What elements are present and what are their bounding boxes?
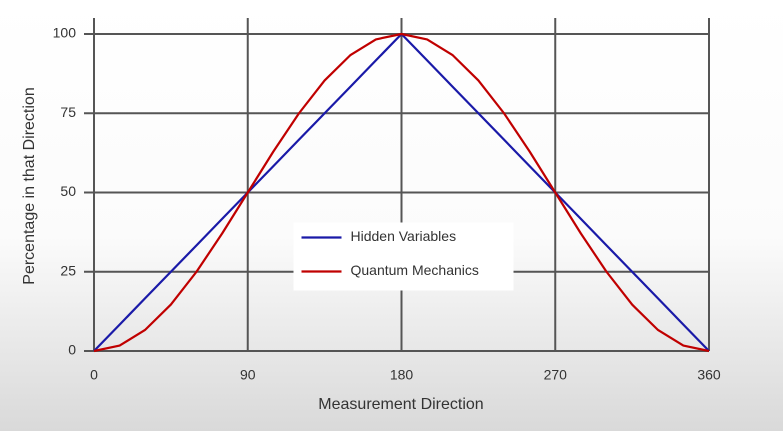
y-tick-label: 0 <box>68 342 76 358</box>
legend-box <box>293 222 514 291</box>
x-tick-label: 360 <box>697 367 721 383</box>
x-tick-label: 0 <box>90 367 98 383</box>
x-tick-label: 270 <box>544 367 568 383</box>
y-tick-label: 25 <box>60 262 76 278</box>
y-tick-label: 50 <box>60 183 76 199</box>
legend-label: Hidden Variables <box>351 228 457 244</box>
y-axis-title: Percentage in that Direction <box>21 87 38 284</box>
x-axis-title: Measurement Direction <box>318 396 483 413</box>
line <box>93 32 710 353</box>
y-tick-label: 75 <box>60 104 76 120</box>
x-tick-label: 180 <box>390 367 414 383</box>
x-tick-label: 90 <box>240 367 256 383</box>
legend-label: Quantum Mechanics <box>351 262 479 278</box>
y-tick-label: 100 <box>53 25 77 41</box>
